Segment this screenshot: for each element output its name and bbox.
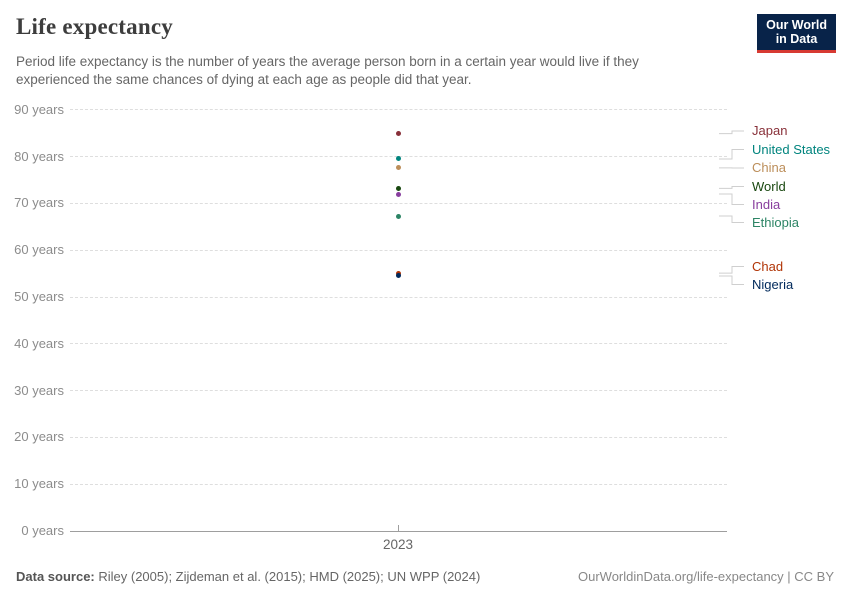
data-point-world[interactable] bbox=[395, 185, 401, 191]
legend-label-chad[interactable]: Chad bbox=[752, 258, 784, 274]
y-axis-tick-label: 20 years bbox=[14, 429, 64, 445]
gridline bbox=[70, 202, 727, 204]
legend-label-united-states[interactable]: United States bbox=[752, 141, 831, 157]
data-point-nigeria[interactable] bbox=[395, 273, 401, 279]
y-axis-tick-label: 60 years bbox=[14, 242, 64, 258]
data-point-japan[interactable] bbox=[395, 131, 401, 137]
gridline bbox=[70, 109, 727, 111]
gridline bbox=[70, 343, 727, 345]
legend-connector-lines bbox=[719, 130, 744, 285]
y-axis-tick-label: 30 years bbox=[14, 382, 64, 398]
y-axis-tick-label: 50 years bbox=[14, 289, 64, 304]
x-axis-tick-label: 2023 bbox=[382, 537, 414, 552]
y-axis-tick-label: 90 years bbox=[14, 101, 64, 117]
y-axis-tick-label: 0 years bbox=[21, 523, 64, 538]
legend-label-china[interactable]: China bbox=[752, 160, 786, 175]
connector-japan bbox=[719, 130, 744, 135]
legend-label-japan[interactable]: Japan bbox=[752, 123, 788, 138]
gridline bbox=[70, 390, 727, 392]
legend-label-world[interactable]: World bbox=[752, 178, 786, 194]
gridline bbox=[70, 483, 727, 485]
data-source-label: Data source: bbox=[16, 569, 95, 584]
legend-label-ethiopia[interactable]: Ethiopia bbox=[752, 214, 799, 230]
y-axis-tick-label: 70 years bbox=[14, 195, 64, 211]
data-point-ethiopia[interactable] bbox=[395, 213, 401, 219]
connector-united-states bbox=[719, 149, 744, 160]
license-link[interactable]: OurWorldinData.org/life-expectancy | CC … bbox=[577, 569, 834, 584]
data-point-chad[interactable] bbox=[395, 270, 401, 276]
y-axis-tick-label: 80 years bbox=[14, 148, 64, 164]
legend-label-nigeria[interactable]: Nigeria bbox=[752, 276, 794, 292]
data-point-united-states[interactable] bbox=[395, 156, 401, 162]
connector-world bbox=[719, 186, 744, 189]
y-axis-tick-label: 40 years bbox=[14, 335, 64, 351]
data-point-china[interactable] bbox=[395, 165, 401, 171]
y-axis-tick-label: 10 years bbox=[14, 476, 64, 492]
connector-india bbox=[719, 193, 744, 205]
data-source-note: Data source: Riley (2005); Zijdeman et a… bbox=[16, 569, 480, 584]
x-axis-tick bbox=[397, 525, 399, 531]
gridline bbox=[70, 436, 727, 438]
data-source-text: Riley (2005); Zijdeman et al. (2015); HM… bbox=[94, 569, 481, 584]
chart-subtitle: Period life expectancy is the number of … bbox=[16, 54, 639, 87]
data-point-india[interactable] bbox=[395, 191, 401, 197]
owid-logo[interactable]: Our World in Data bbox=[757, 14, 836, 53]
owid-logo-line1: Our World bbox=[766, 18, 827, 32]
connector-chad bbox=[719, 266, 744, 274]
gridline bbox=[70, 249, 727, 251]
owid-logo-line2: in Data bbox=[775, 32, 818, 47]
connector-ethiopia bbox=[719, 215, 744, 223]
legend-label-india[interactable]: India bbox=[752, 196, 781, 212]
page-title: Life expectancy bbox=[16, 14, 173, 39]
gridline bbox=[70, 296, 727, 298]
x-axis-line bbox=[70, 530, 727, 532]
connector-nigeria bbox=[719, 275, 744, 285]
